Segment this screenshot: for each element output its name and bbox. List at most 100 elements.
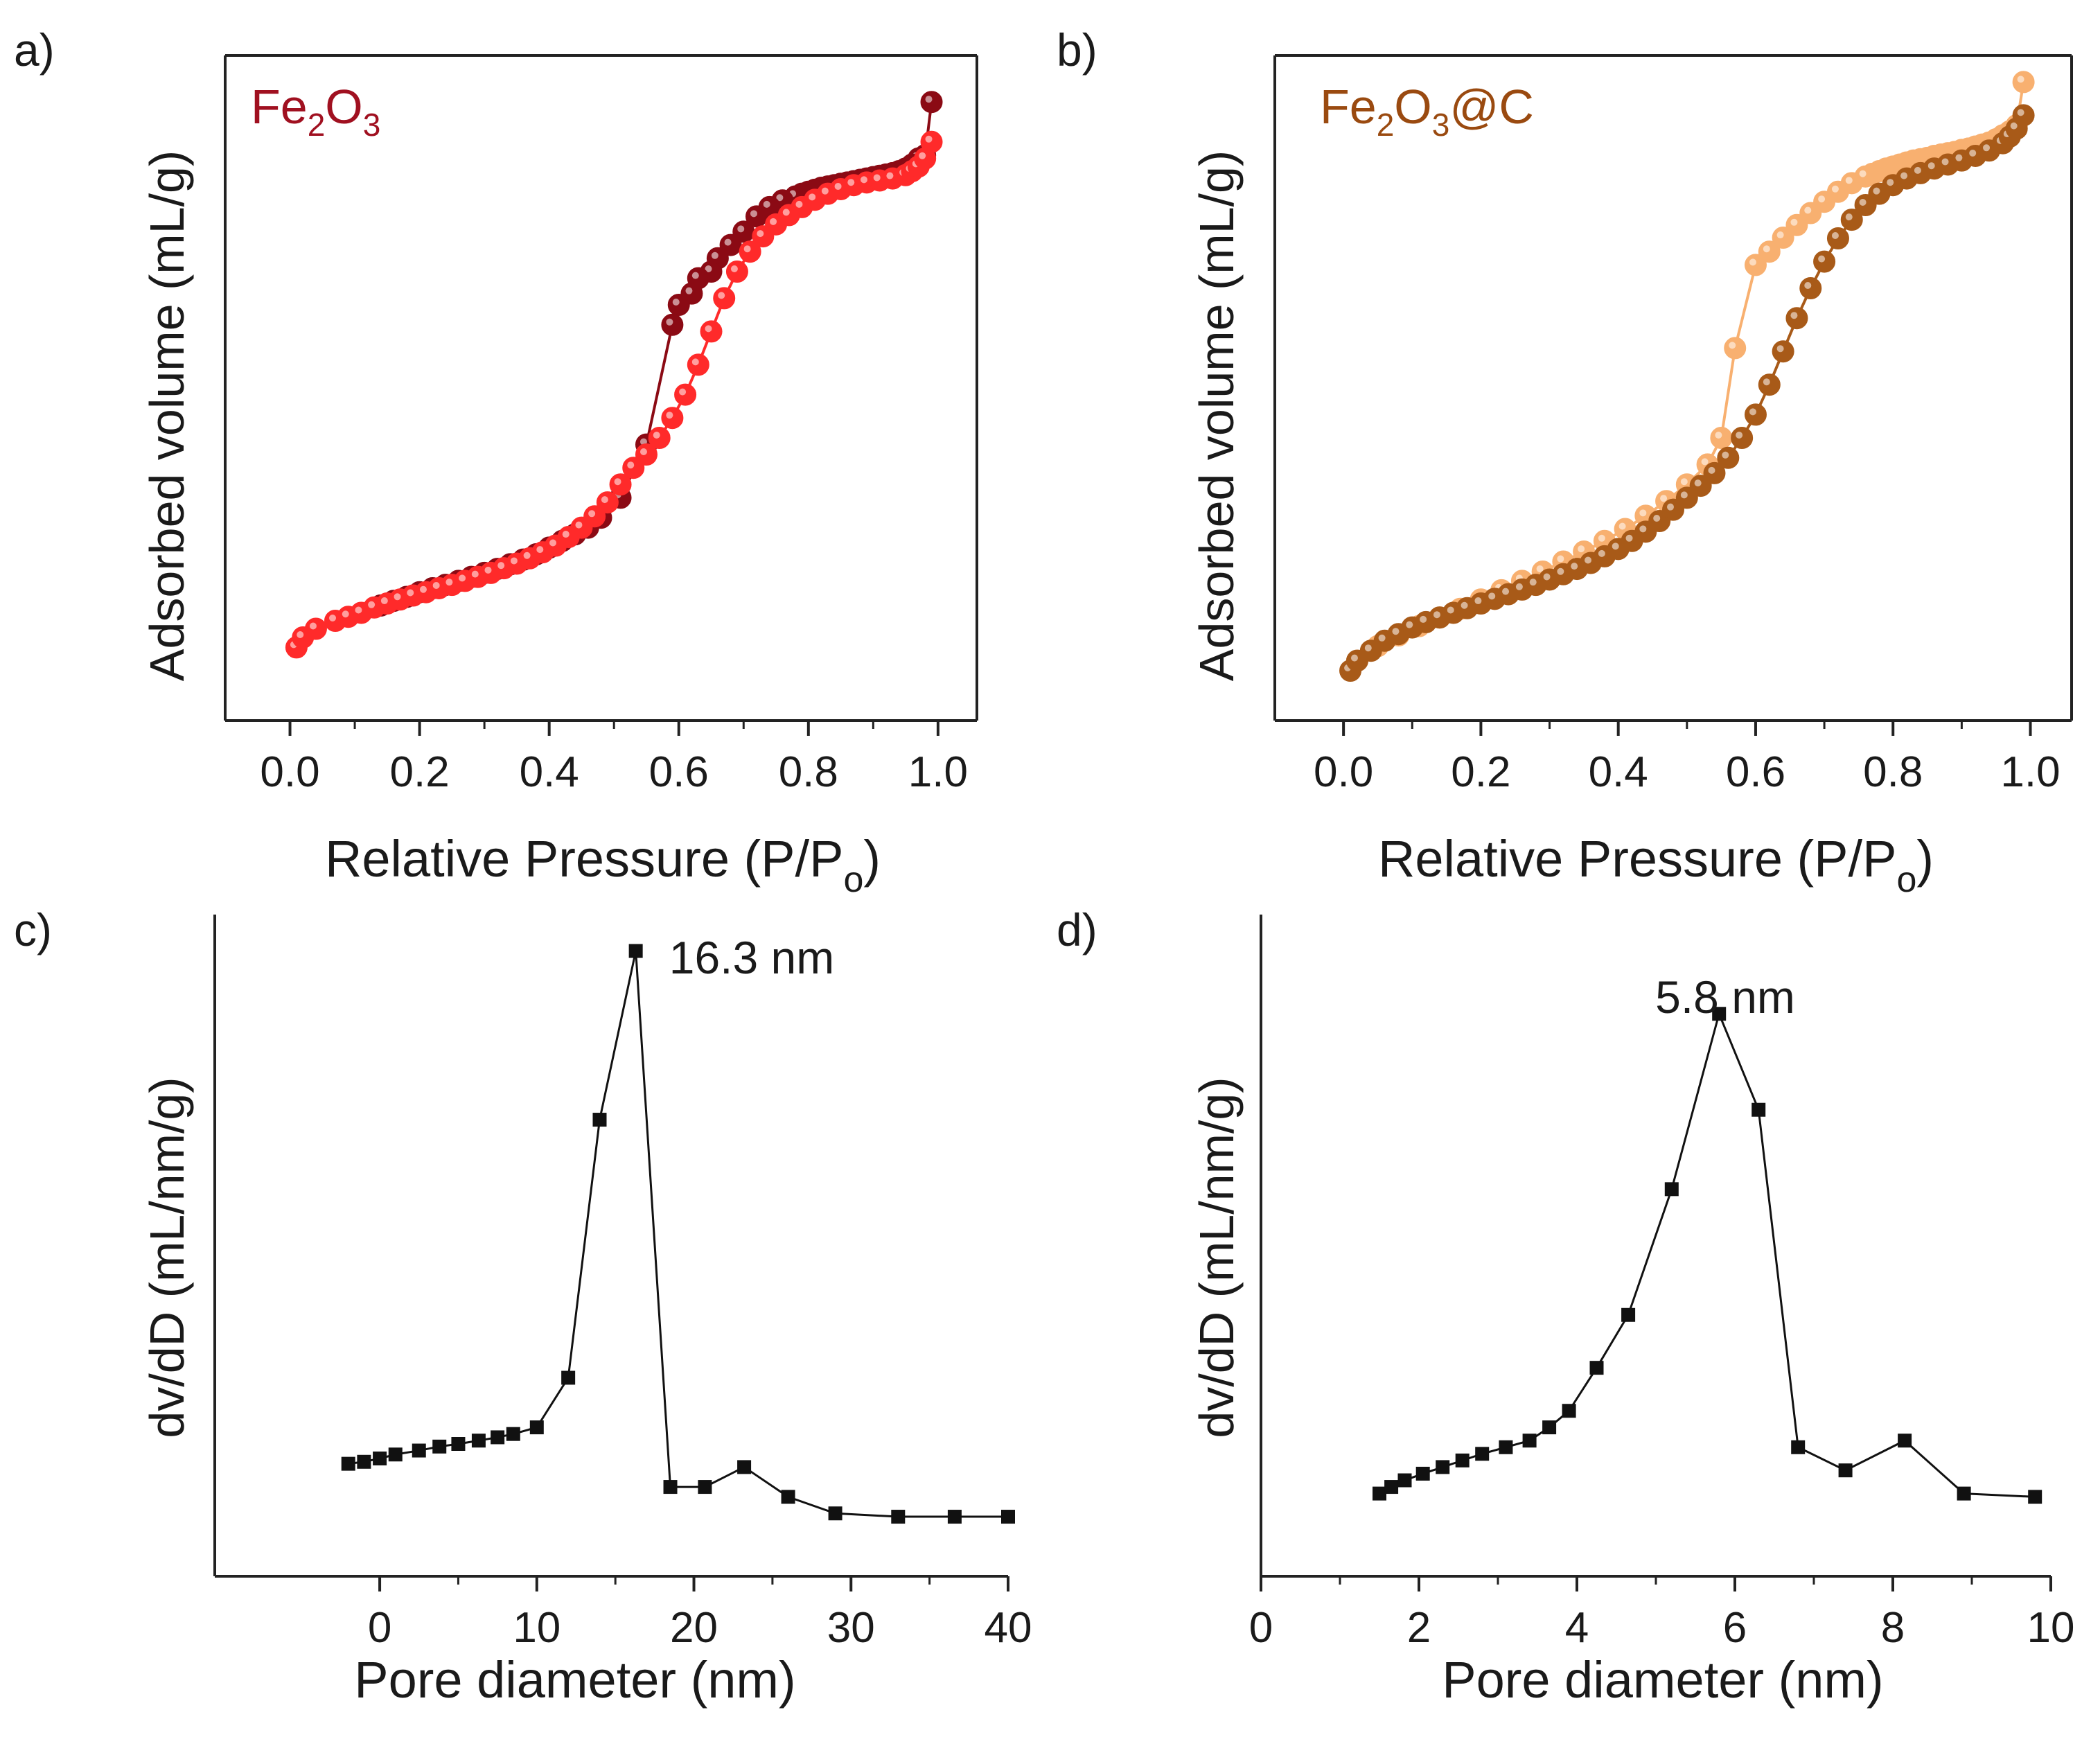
panel-b-adsorption-point-highlight	[1461, 601, 1468, 609]
panel-a-adsorption-point	[920, 130, 943, 153]
panel-a-adsorption-point-highlight	[743, 245, 751, 253]
panel-b-adsorption-point-highlight	[2017, 109, 2024, 116]
panel-c-pore-point	[491, 1430, 505, 1445]
panel-b-label-o: O	[1394, 80, 1431, 134]
panel-a-adsorption-point-highlight	[821, 187, 829, 195]
panel-b-desorption-point	[1710, 427, 1733, 449]
panel-b-xlabel-sub: o	[1896, 860, 1916, 900]
panel-a-adsorption-point-highlight	[432, 581, 440, 589]
panel-b-desorption-point-highlight	[1618, 522, 1626, 530]
panel-a-x-tick-label: 1.0	[908, 748, 968, 796]
panel-c-x-tick-label: 40	[985, 1604, 1032, 1652]
panel-a-adsorption-point-highlight	[419, 585, 427, 593]
panel-a: a) Fe2O3 0.0 0.2 0.4 0.6 0.8 1.0 Adsorbed vol…	[14, 24, 978, 900]
panel-c-pore-point	[737, 1460, 752, 1474]
panel-a-xlabel: Relative Pressure (P/Po)	[325, 830, 881, 900]
panel-d-pore-point	[2028, 1490, 2042, 1504]
panel-a-x-tick-label: 0.6	[649, 748, 709, 796]
panel-b-desorption-point	[1724, 337, 1747, 360]
panel-a-adsorption-point-highlight	[795, 200, 803, 208]
panel-d-pore-point	[1415, 1466, 1430, 1481]
panel-b-desorption-point	[2012, 71, 2035, 94]
panel-a-adsorption-point	[661, 407, 684, 430]
panel-b-adsorption-point-highlight	[1625, 534, 1633, 542]
panel-b-desorption-point-highlight	[1749, 258, 1756, 266]
panel-b-adsorption-point-highlight	[1420, 615, 1427, 623]
panel-b-adsorption-point-highlight	[1969, 149, 1977, 157]
panel-b-desorption-point-highlight	[1845, 177, 1853, 184]
panel-b-adsorption-point	[1744, 403, 1767, 426]
panel-c-plot: 0 10 20 30 40	[213, 915, 1032, 1652]
panel-b-xlabel-main: Relative Pressure (P/P	[1378, 830, 1897, 888]
panel-d-pore-point	[1499, 1440, 1513, 1454]
panel-b-desorption-point-highlight	[1598, 534, 1605, 542]
panel-a-adsorption-point-highlight	[919, 152, 926, 159]
panel-a-desorption-point-highlight	[666, 318, 673, 326]
panel-a-adsorption-point-highlight	[639, 448, 647, 455]
panel-a-adsorption-point-highlight	[562, 531, 570, 538]
panel-b-adsorption-point-highlight	[1350, 654, 1358, 662]
panel-a-adsorption-point-highlight	[380, 597, 388, 605]
panel-a-adsorption-point-highlight	[575, 521, 583, 529]
panel-b-adsorption-line	[1349, 114, 2025, 672]
panel-d-pore-point	[1957, 1486, 1971, 1501]
panel-a-desorption-point-highlight	[672, 299, 680, 306]
panel-a-adsorption-point-highlight	[627, 461, 635, 469]
panel-a-plot: 0.0 0.2 0.4 0.6 0.8 1.0	[224, 54, 978, 796]
panel-a-adsorption-point	[713, 287, 736, 310]
panel-c-pore-point	[828, 1506, 842, 1521]
panel-a-x-tick-label: 0.0	[260, 748, 319, 796]
panel-b-adsorption-point-highlight	[1900, 172, 1908, 179]
panel-d-pore-point	[1838, 1463, 1853, 1478]
panel-c-pore-point	[471, 1434, 486, 1448]
panel-d-pore-point	[1621, 1307, 1636, 1322]
panel-a-desorption-point-highlight	[737, 225, 745, 233]
panel-a-desorption-point	[667, 294, 690, 316]
panel-b-adsorption-point-highlight	[1488, 592, 1496, 600]
panel-a-adsorption-point-highlight	[394, 593, 401, 601]
panel-a-adsorption-point	[304, 617, 327, 640]
panel-b-x-tick-label: 0.8	[1863, 748, 1923, 796]
panel-b-adsorption-point	[1717, 446, 1740, 469]
panel-a-adsorption-point-highlight	[309, 622, 317, 630]
panel-a-adsorption-point-highlight	[588, 510, 596, 518]
panel-a-label-sub2: 3	[363, 107, 381, 143]
panel-a-label-sub1: 2	[308, 107, 326, 143]
panel-c-pore-point	[1001, 1510, 1015, 1524]
panel-b-adsorption-point-highlight	[1543, 573, 1551, 581]
panel-a-adsorption-point	[700, 320, 723, 343]
panel-b-desorption-point-highlight	[2017, 76, 2024, 83]
panel-d-pore-point	[1898, 1434, 1912, 1448]
panel-c-pore-point	[341, 1456, 355, 1471]
panel-c-pore-line	[348, 951, 1008, 1518]
panel-b-adsorption-point-highlight	[1653, 515, 1661, 522]
panel-a-adsorption-point-highlight	[536, 546, 544, 554]
panel-b-x-tick-label: 1.0	[2000, 748, 2060, 796]
panel-c-pore-point	[628, 944, 643, 958]
panel-a-adsorption-point-highlight	[407, 589, 414, 597]
panel-b-adsorption-point-highlight	[1749, 408, 1756, 416]
panel-b-adsorption-point-highlight	[1859, 199, 1867, 206]
panel-b-adsorption-point-highlight	[1722, 451, 1729, 459]
panel-b-adsorption-point-highlight	[1927, 162, 1935, 170]
panel-b-desorption-point-highlight	[1859, 170, 1867, 177]
panel-d-pore-point	[1712, 1007, 1727, 1021]
panel-b-adsorption-point-highlight	[1639, 525, 1647, 533]
panel-a-adsorption-point-highlight	[497, 562, 505, 570]
panel-b-x-tick-label: 0.4	[1589, 748, 1648, 796]
panel-b: b) Fe2O3@C 0.0 0.2 0.4 0.6 0.8 1.0 Adsorbed v…	[1057, 24, 2073, 900]
panel-a-desorption-point-highlight	[925, 96, 933, 103]
panel-a-adsorption-point-highlight	[653, 432, 660, 439]
panel-c-pore-point	[561, 1370, 576, 1385]
panel-a-adsorption-point-highlight	[329, 615, 337, 621]
panel-a-desorption-point-highlight	[724, 238, 732, 246]
panel-a-ylabel: Adsorbed volume (mL/g)	[140, 150, 194, 681]
panel-b-adsorption-point	[2012, 104, 2035, 127]
panel-b-desorption-point-highlight	[1701, 458, 1709, 466]
panel-a-label-fe: Fe	[251, 80, 308, 134]
panel-d-pore-point	[1436, 1460, 1450, 1474]
panel-b-adsorption-point-highlight	[1392, 628, 1400, 635]
panel-c-pore-point	[663, 1480, 678, 1494]
panel-a-adsorption-point-highlight	[860, 176, 867, 184]
panel-d-pore-point	[1542, 1420, 1557, 1435]
